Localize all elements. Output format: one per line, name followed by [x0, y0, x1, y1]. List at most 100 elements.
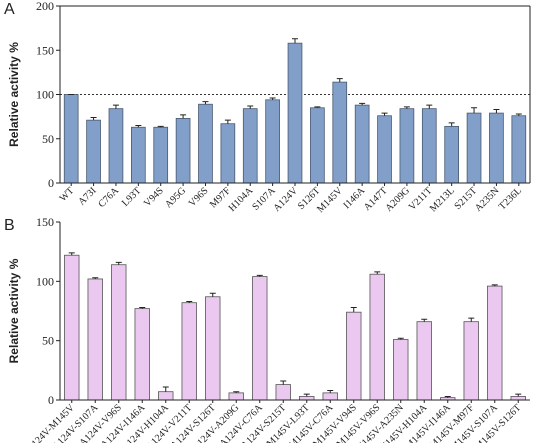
panel-label: B — [4, 217, 15, 234]
error-bar — [92, 277, 99, 279]
x-tick-label: V94S — [142, 185, 166, 209]
x-tick-label: C76A — [96, 185, 121, 210]
x-tick-label: WT — [58, 185, 77, 204]
error-bar — [336, 78, 343, 83]
error-bar — [421, 318, 428, 322]
bar — [111, 264, 127, 401]
error-bar — [381, 112, 388, 116]
x-tick-label: A95G — [163, 185, 188, 210]
y-tick-label: 150 — [36, 215, 54, 229]
error-bar — [444, 395, 451, 398]
bar — [175, 117, 191, 184]
y-tick-label: 0 — [48, 176, 54, 190]
bar — [399, 108, 415, 184]
bar — [354, 104, 370, 184]
error-bar — [515, 113, 522, 116]
bar — [466, 112, 482, 184]
bar — [369, 273, 385, 401]
error-bar — [157, 125, 164, 128]
y-tick-label: 100 — [36, 274, 54, 288]
error-bar — [186, 301, 193, 303]
bar — [181, 302, 197, 401]
error-bar — [493, 109, 500, 114]
y-tick-label: 0 — [48, 393, 54, 407]
error-bar — [327, 390, 334, 393]
error-bar — [68, 252, 75, 256]
error-bar — [139, 306, 146, 309]
bar — [63, 94, 79, 184]
bar — [64, 254, 80, 401]
error-bar — [350, 306, 357, 313]
bar — [108, 108, 124, 184]
error-bar — [233, 391, 240, 393]
x-tick-label: H104A — [227, 185, 256, 214]
y-axis-title: Relative activity % — [7, 258, 21, 363]
error-bar — [397, 337, 404, 340]
error-bar — [135, 124, 142, 128]
x-tick-label: A124V — [272, 185, 301, 214]
bar — [421, 108, 437, 184]
error-bar — [448, 122, 455, 127]
bar — [130, 126, 146, 184]
bar — [510, 396, 526, 401]
error-bar — [468, 317, 475, 322]
error-bar — [280, 380, 287, 385]
error-bar — [303, 393, 310, 397]
bar — [332, 81, 348, 184]
error-bar — [112, 104, 119, 109]
error-bar — [471, 107, 478, 114]
bar — [511, 115, 527, 184]
bar — [416, 321, 432, 401]
bar — [393, 339, 409, 401]
y-tick-label: 50 — [42, 132, 54, 146]
error-bar — [269, 97, 276, 100]
error-bar — [202, 101, 209, 105]
error-bar — [115, 261, 122, 265]
bar — [198, 103, 213, 184]
bar — [220, 123, 236, 184]
error-bar — [162, 386, 169, 392]
y-tick-label: 50 — [42, 334, 54, 348]
bar — [205, 296, 221, 401]
x-tick-label: M145V — [315, 185, 345, 215]
error-bar — [247, 105, 254, 109]
error-bar — [256, 274, 263, 277]
error-bar — [403, 106, 410, 109]
bar — [228, 392, 244, 401]
error-bar — [90, 117, 97, 121]
x-tick-label: A235N — [473, 185, 502, 214]
bar — [310, 107, 325, 184]
bar — [153, 126, 169, 184]
error-bar — [180, 114, 187, 119]
y-tick-label: 100 — [36, 88, 54, 102]
error-bar — [491, 284, 498, 287]
bar — [86, 119, 101, 184]
y-tick-label: 150 — [36, 43, 54, 57]
bar — [87, 278, 103, 401]
x-tick-label: A73I — [76, 185, 98, 207]
error-bar — [359, 102, 366, 106]
error-bar — [292, 38, 298, 44]
bar — [299, 396, 315, 401]
bar — [275, 384, 291, 401]
error-bar — [426, 104, 433, 109]
error-bar — [314, 106, 321, 108]
bar — [134, 308, 150, 401]
bar — [287, 42, 303, 184]
bar — [463, 321, 479, 401]
bar — [487, 285, 503, 401]
y-axis-title: Relative activity % — [7, 42, 21, 147]
bar — [489, 112, 504, 184]
bar — [377, 115, 392, 184]
error-bar — [515, 393, 522, 397]
x-tick-label: T236L — [497, 185, 524, 212]
bar — [346, 311, 362, 401]
error-bar — [224, 119, 231, 124]
error-bar — [374, 271, 381, 275]
x-tick-label: M213L — [428, 185, 457, 214]
bar — [322, 392, 338, 401]
error-bar — [209, 292, 216, 297]
y-tick-label: 200 — [36, 0, 54, 13]
bar — [265, 99, 280, 184]
